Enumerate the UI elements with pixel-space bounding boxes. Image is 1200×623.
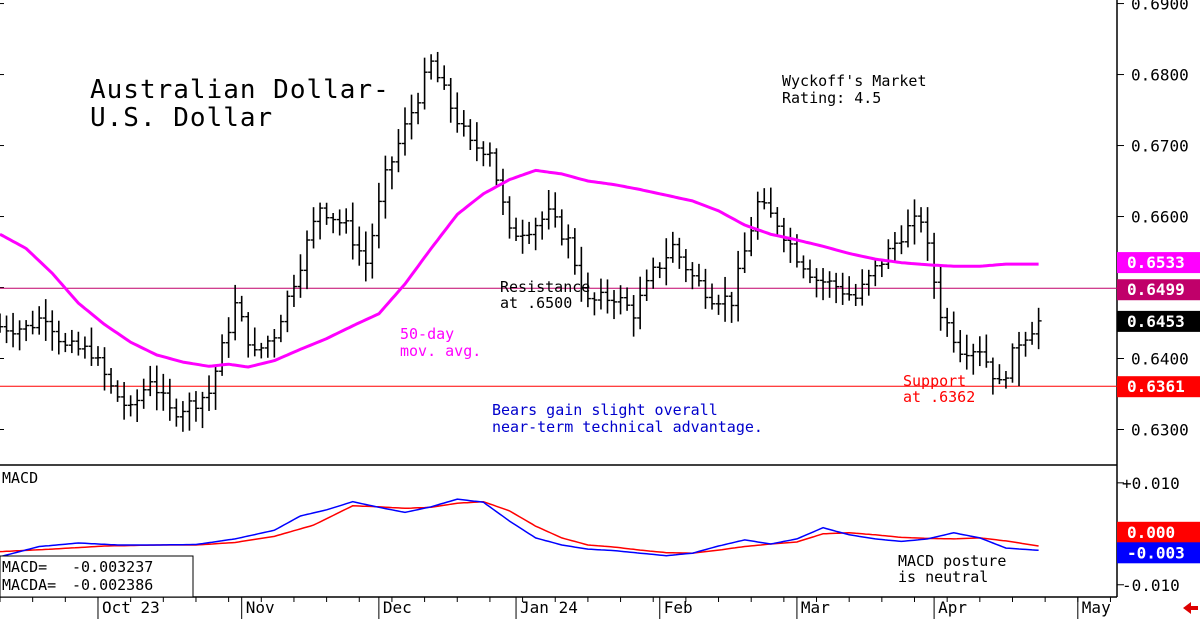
macd-note-line-1: MACD posture bbox=[898, 552, 1006, 570]
x-axis-ticks: Oct 23 Nov Dec Jan 24 Feb Mar Apr May bbox=[0, 597, 1111, 619]
comment-line-2: near-term technical advantage. bbox=[492, 418, 763, 436]
support-label-line-1: Support bbox=[903, 372, 966, 390]
last-price-badge-box bbox=[1117, 310, 1200, 332]
price-tick-label: 0.6800 bbox=[1131, 66, 1189, 85]
macd-value-badge-box bbox=[1117, 542, 1200, 564]
last-price-badge-label: 0.6453 bbox=[1127, 312, 1185, 331]
rating-line-2: Rating: 4.5 bbox=[782, 89, 881, 107]
macd-value-badge-label: -0.003 bbox=[1127, 543, 1185, 562]
macd-note-line-2: is neutral bbox=[898, 568, 988, 586]
x-tick-label: Apr bbox=[938, 598, 967, 617]
macd-panel-title: MACD bbox=[2, 469, 38, 487]
price-tick-label: 0.6700 bbox=[1131, 137, 1189, 156]
support-badge-box bbox=[1117, 376, 1200, 398]
x-tick-label: Mar bbox=[801, 598, 830, 617]
ma-label-line-1: 50-day bbox=[400, 325, 454, 343]
macd-tick-label: -0.010 bbox=[1122, 576, 1180, 595]
macd-readout-box bbox=[0, 555, 194, 598]
resistance-badge-label: 0.6499 bbox=[1127, 280, 1185, 299]
price-tick-label: 0.6900 bbox=[1131, 0, 1189, 14]
x-tick-label: Oct 23 bbox=[102, 598, 160, 617]
macd-readout-value: -0.003237 bbox=[72, 558, 153, 576]
moving-average-line bbox=[0, 168, 1039, 369]
moving-average-group bbox=[0, 168, 1039, 369]
ma-badge-label: 0.6533 bbox=[1127, 253, 1185, 272]
price-tick-label: 0.6600 bbox=[1131, 208, 1189, 227]
x-tick-label: Nov bbox=[246, 598, 275, 617]
macd-line bbox=[0, 498, 1039, 558]
comment-line-1: Bears gain slight overall bbox=[492, 401, 718, 419]
macd-zero-badge-box bbox=[1117, 521, 1200, 543]
macda-readout-value: -0.002386 bbox=[72, 576, 153, 594]
x-tick-label: May bbox=[1082, 598, 1111, 617]
support-badge-label: 0.6361 bbox=[1127, 377, 1185, 396]
macda-readout-label: MACDA= bbox=[2, 576, 56, 594]
price-tick-label: 0.6300 bbox=[1131, 421, 1189, 440]
ma-label-line-2: mov. avg. bbox=[400, 342, 481, 360]
price-bars bbox=[0, 51, 1042, 432]
price-y-ticks: 0.69000.68000.67000.66000.65000.64000.63… bbox=[0, 0, 1189, 440]
resistance-badge-box bbox=[1117, 279, 1200, 301]
resistance-label-line-1: Resistance bbox=[500, 278, 590, 296]
macd-zero-badge-label: 0.000 bbox=[1127, 523, 1175, 542]
rating-line-1: Wyckoff's Market bbox=[782, 72, 927, 90]
macd-lines bbox=[0, 498, 1039, 558]
scroll-left-arrow-icon[interactable] bbox=[1183, 602, 1198, 614]
x-tick-label: Jan 24 bbox=[520, 598, 578, 617]
chart-title-line-2: U.S. Dollar bbox=[90, 103, 273, 133]
level-lines bbox=[0, 287, 1117, 387]
chart-title-line-1: Australian Dollar- bbox=[90, 75, 390, 105]
resistance-label-line-2: at .6500 bbox=[500, 294, 572, 312]
ma-badge-box bbox=[1117, 252, 1200, 274]
value-badges: 0.6533 0.6499 0.6453 0.6361 0.000-0.003 bbox=[1117, 252, 1200, 564]
macd-tick-label: +0.010 bbox=[1122, 474, 1180, 493]
x-tick-label: Feb bbox=[664, 598, 693, 617]
macd-readout-label: MACD= bbox=[2, 558, 47, 576]
x-tick-label: Dec bbox=[383, 598, 412, 617]
price-tick-label: 0.6400 bbox=[1131, 350, 1189, 369]
support-label-line-2: at .6362 bbox=[903, 388, 975, 406]
